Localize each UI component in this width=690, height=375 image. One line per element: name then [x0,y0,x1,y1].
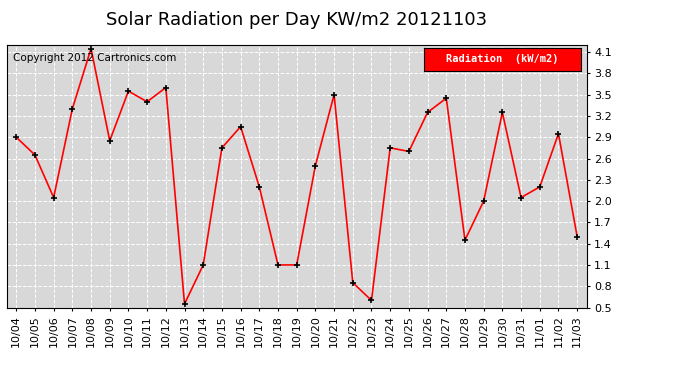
Text: Copyright 2012 Cartronics.com: Copyright 2012 Cartronics.com [12,53,176,63]
Text: Solar Radiation per Day KW/m2 20121103: Solar Radiation per Day KW/m2 20121103 [106,11,487,29]
